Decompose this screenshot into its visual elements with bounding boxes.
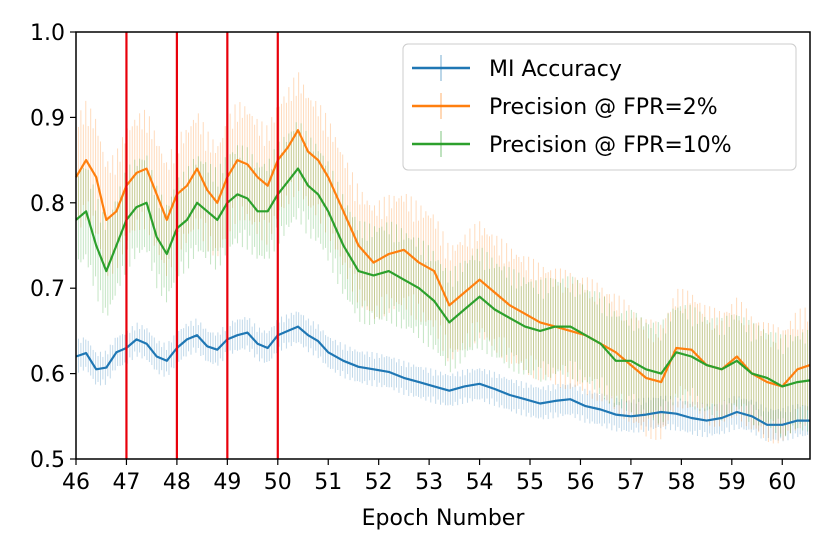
x-axis: 46 47 48 49 50 51 52 53 54 55 56 57 58 59 60	[62, 459, 796, 495]
x-tick-label: 46	[62, 470, 90, 495]
series-line-precision-fpr-2	[75, 129, 811, 388]
series-line-precision-fpr-10	[75, 167, 811, 388]
legend-label: MI Accuracy	[489, 57, 622, 82]
x-tick-label: 47	[112, 470, 140, 495]
legend-item-mi-accuracy: MI Accuracy	[412, 55, 622, 82]
y-tick-label: 0.9	[30, 106, 65, 131]
x-tick-label: 48	[163, 470, 191, 495]
x-tick-label: 59	[718, 470, 746, 495]
legend-box	[402, 43, 797, 171]
legend-label: Precision @ FPR=10%	[489, 133, 732, 158]
y-tick-label: 0.6	[30, 363, 65, 388]
x-tick-label: 58	[667, 470, 695, 495]
epoch-markers	[125, 32, 279, 459]
x-tick-label: 60	[768, 470, 796, 495]
legend: MI Accuracy Precision @ FPR=2% Precision @…	[402, 43, 797, 171]
x-tick-label: 51	[314, 470, 342, 495]
x-tick-label: 50	[264, 470, 292, 495]
y-tick-label: 0.7	[30, 277, 65, 302]
error-bands	[75, 72, 811, 444]
y-axis: 0.5 0.6 0.7 0.8 0.9 1.0	[30, 21, 76, 473]
series-lines	[75, 129, 811, 426]
x-tick-label: 56	[566, 470, 594, 495]
x-tick-label: 52	[365, 470, 393, 495]
x-tick-label: 49	[213, 470, 241, 495]
y-tick-label: 0.5	[30, 448, 65, 473]
x-axis-label: Epoch Number	[362, 506, 526, 531]
legend-item-precision-fpr-2: Precision @ FPR=2%	[412, 93, 718, 120]
x-tick-label: 57	[617, 470, 645, 495]
y-tick-label: 1.0	[30, 21, 65, 46]
x-tick-label: 54	[466, 470, 494, 495]
legend-label: Precision @ FPR=2%	[489, 95, 718, 120]
x-tick-label: 55	[516, 470, 544, 495]
x-tick-label: 53	[415, 470, 443, 495]
plot-frame	[75, 31, 811, 460]
legend-items: MI Accuracy Precision @ FPR=2% Precision @…	[412, 55, 732, 158]
legend-item-precision-fpr-10: Precision @ FPR=10%	[412, 131, 732, 158]
series-line-mi-accuracy	[75, 325, 810, 426]
y-tick-label: 0.8	[30, 192, 65, 217]
